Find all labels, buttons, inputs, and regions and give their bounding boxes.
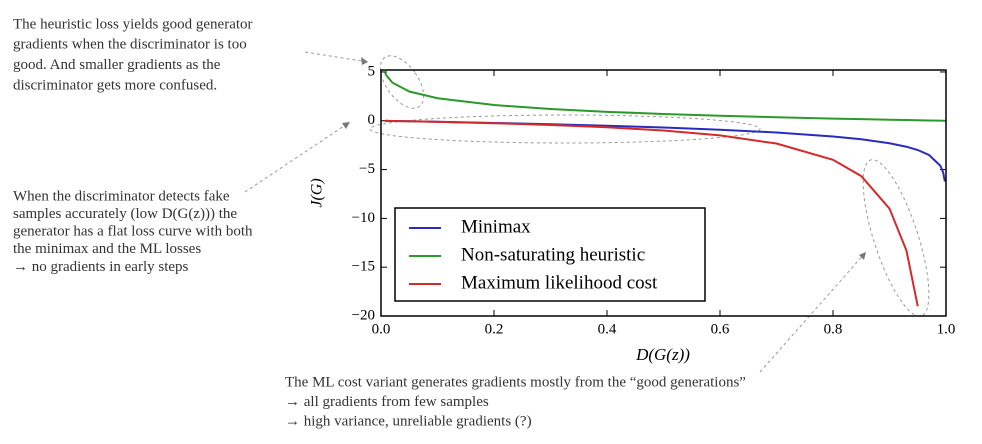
- highlight-ellipse: [379, 55, 425, 109]
- x-tick-label: 1.0: [937, 321, 956, 337]
- x-tick-label: 0.4: [598, 321, 617, 337]
- highlight-ellipse: [369, 114, 761, 144]
- legend-label: Maximum likelihood cost: [461, 272, 658, 293]
- annotation: generator has a flat loss curve with bot…: [13, 224, 253, 240]
- annotation: → high variance, unreliable gradients (?…: [285, 413, 532, 429]
- x-tick-label: 0.0: [372, 321, 391, 337]
- arrow: [304, 51, 369, 63]
- x-tick-label: 0.6: [711, 321, 730, 337]
- legend-label: Minimax: [461, 216, 531, 237]
- annotation: the minimax and the ML losses: [13, 241, 201, 257]
- series-line: [384, 71, 945, 122]
- y-tick-label: −5: [359, 161, 375, 177]
- arrow-head: [342, 122, 350, 129]
- legend-box: [394, 207, 706, 302]
- plot-frame: [380, 69, 947, 317]
- series-line: [384, 119, 919, 307]
- annotation: When the discriminator detects fake: [13, 188, 230, 204]
- annotation: The ML cost variant generates gradients …: [285, 374, 746, 390]
- annotation: samples accurately (low D(G(z))) the: [13, 206, 237, 222]
- annotation: The heuristic loss yields good generator: [13, 16, 253, 32]
- highlight-ellipse: [862, 159, 930, 317]
- x-tick-label: 0.2: [485, 321, 504, 337]
- annotation: → no gradients in early steps: [13, 259, 189, 275]
- arrow-head: [361, 57, 368, 65]
- annotation: good. And smaller gradients as the: [13, 57, 221, 73]
- y-tick-label: −15: [352, 259, 375, 275]
- y-tick-label: 5: [368, 63, 376, 79]
- annotation: discriminator gets more confused.: [13, 77, 217, 93]
- y-axis-label: J(G): [309, 178, 326, 207]
- legend-label: Non-saturating heuristic: [461, 244, 645, 265]
- annotation: → all gradients from few samples: [285, 394, 489, 410]
- arrow-head: [859, 252, 866, 260]
- y-tick-label: −10: [352, 210, 375, 226]
- arrow: [759, 251, 867, 373]
- annotation: gradients when the discriminator is too: [13, 37, 247, 53]
- y-tick-label: 0: [368, 112, 376, 128]
- x-tick-label: 0.8: [824, 321, 843, 337]
- y-tick-label: −20: [352, 307, 375, 323]
- arrow: [244, 121, 351, 193]
- x-axis-label: D(G(z)): [635, 345, 690, 364]
